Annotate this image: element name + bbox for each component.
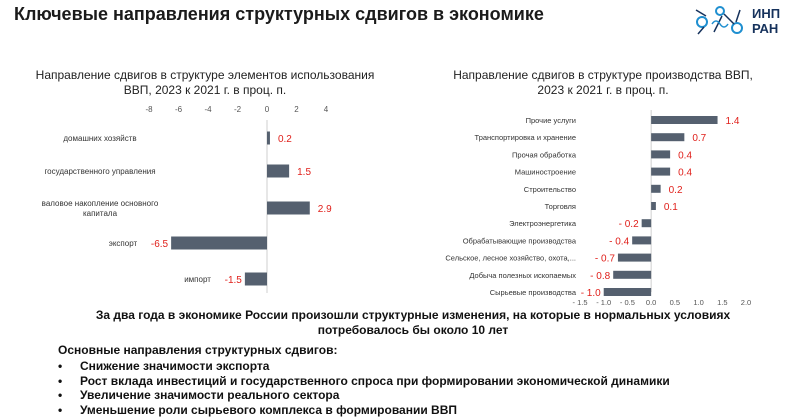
bar xyxy=(267,131,270,145)
right-chart-title-line1: Направление сдвигов в структуре производ… xyxy=(453,68,753,82)
category-label: Транспортировка и хранение xyxy=(475,133,576,142)
data-label: -1.5 xyxy=(225,275,243,286)
x-tick-label: - 1.0 xyxy=(596,298,611,307)
data-label: - 0.8 xyxy=(590,271,610,282)
directions-item: Уменьшение роли сырьевого комплекса в фо… xyxy=(58,403,670,418)
category-label: Торговля xyxy=(545,202,576,211)
data-label: 0.7 xyxy=(692,133,706,144)
logo-emblem-icon xyxy=(695,6,743,35)
logo-text-line1: ИНП xyxy=(752,6,781,21)
category-label: Электроэнергетика xyxy=(509,219,577,228)
bar xyxy=(267,164,290,178)
x-tick-label: 0.5 xyxy=(670,298,680,307)
bar xyxy=(632,236,652,245)
data-label: - 0.4 xyxy=(609,236,629,247)
category-label: экспорт xyxy=(109,239,138,248)
x-tick-label: 2.0 xyxy=(741,298,751,307)
data-label: 1.5 xyxy=(297,167,311,178)
logo-text: ИНП РАН xyxy=(752,6,780,36)
category-label: домашних хозяйств xyxy=(63,134,136,143)
logo-text-line2: РАН xyxy=(752,21,779,36)
x-tick-label: -4 xyxy=(204,105,212,114)
left-chart-title-line1: Направление сдвигов в структуре элементо… xyxy=(35,68,375,82)
x-tick-label: 0.0 xyxy=(646,298,656,307)
category-label: Обрабатывающие производства xyxy=(463,236,577,245)
bar xyxy=(651,133,685,142)
bar xyxy=(651,167,671,176)
x-tick-label: 1.5 xyxy=(717,298,727,307)
data-label: 2.9 xyxy=(318,204,332,215)
data-label: - 1.0 xyxy=(581,288,601,299)
data-label: 1.4 xyxy=(726,116,740,127)
data-label: 0.4 xyxy=(678,150,692,161)
x-tick-label: 4 xyxy=(324,105,329,114)
bar xyxy=(171,236,267,250)
directions-item: Снижение значимости экспорта xyxy=(58,359,670,374)
bar xyxy=(267,201,310,215)
x-tick-label: - 0.5 xyxy=(620,298,635,307)
data-label: 0.2 xyxy=(278,134,292,145)
bar xyxy=(244,272,267,286)
inp-ran-logo: ИНП РАН xyxy=(692,2,792,40)
x-tick-label: -2 xyxy=(234,105,242,114)
category-label: импорт xyxy=(184,275,211,284)
bar xyxy=(651,116,718,124)
directions-item: Увеличение значимости реального сектора xyxy=(58,388,670,403)
category-label: Строительство xyxy=(524,185,576,194)
bar xyxy=(603,288,652,296)
summary-line1: За два года в экономике России произошли… xyxy=(95,308,731,322)
data-label: - 0.7 xyxy=(595,254,615,265)
right-chart-title-line2: 2023 к 2021 г. в проц. п. xyxy=(537,83,669,97)
x-tick-label: 0 xyxy=(265,105,270,114)
bar xyxy=(651,202,656,210)
bar xyxy=(651,184,661,193)
x-tick-label: - 1.5 xyxy=(572,298,587,307)
x-tick-label: 2 xyxy=(294,105,299,114)
page-title: Ключевые направления структурных сдвигов… xyxy=(14,4,544,24)
x-tick-label: -8 xyxy=(145,105,153,114)
category-label: Сырьевые производства xyxy=(490,288,577,297)
category-label: Прочая обработка xyxy=(512,150,577,159)
category-label: государственного управления xyxy=(44,167,155,176)
category-label: Машиностроение xyxy=(515,168,576,177)
directions-item: Рост вклада инвестиций и государственног… xyxy=(58,374,670,389)
directions-title: Основные направления структурных сдвигов… xyxy=(58,343,338,357)
left-chart-title: Направление сдвигов в структуре элементо… xyxy=(10,68,400,98)
summary-text: За два года в экономике России произошли… xyxy=(60,308,766,338)
data-label: 0.1 xyxy=(664,202,678,213)
category-label: Прочие услуги xyxy=(526,116,576,125)
right-chart-title: Направление сдвигов в структуре производ… xyxy=(418,68,788,98)
bar xyxy=(613,270,652,279)
category-label: Добыча полезных ископаемых xyxy=(469,271,576,280)
bar xyxy=(641,219,652,228)
data-label: 0.2 xyxy=(669,185,683,196)
directions-list: Снижение значимости экспорта Рост вклада… xyxy=(58,359,670,417)
category-label: Сельское, лесное хозяйство, охота,... xyxy=(445,254,576,263)
bar xyxy=(617,253,652,262)
category-label: валовое накопление основного капитала xyxy=(42,199,159,218)
data-label: -6.5 xyxy=(151,239,169,250)
left-bar-chart: -8 -6 -4 -2 0 2 4 домашних хозяйств 0.2 государст… xyxy=(42,105,332,293)
data-label: - 0.2 xyxy=(619,219,639,230)
summary-line2: потребовалось бы около 10 лет xyxy=(317,323,509,337)
x-tick-label: 1.0 xyxy=(693,298,703,307)
bar xyxy=(651,150,671,159)
right-bar-chart: Прочие услуги 1.4 Транспортировка и хранен… xyxy=(445,110,751,307)
data-label: 0.4 xyxy=(678,168,692,179)
x-tick-label: -6 xyxy=(175,105,183,114)
left-chart-title-line2: ВВП, 2023 к 2021 г. в проц. п. xyxy=(123,83,287,97)
